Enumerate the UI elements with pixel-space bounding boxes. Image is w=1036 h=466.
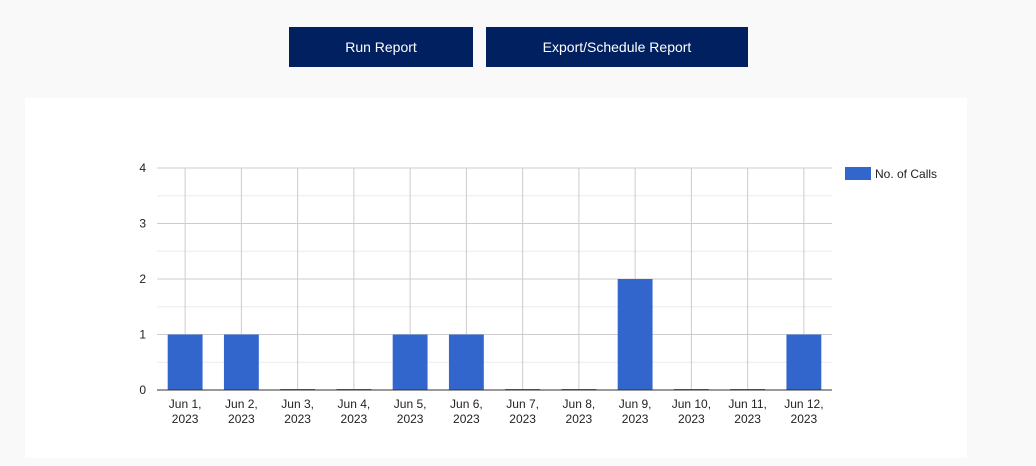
- x-tick-label: Jun 7, 2023: [506, 397, 539, 426]
- x-tick-label: Jun 12, 2023: [784, 397, 823, 426]
- y-tick-label: 0: [139, 383, 146, 397]
- bar[interactable]: [392, 334, 428, 391]
- x-tick-label: Jun 6, 2023: [450, 397, 483, 426]
- x-tick-label: Jun 5, 2023: [394, 397, 427, 426]
- x-tick-label: Jun 3, 2023: [281, 397, 314, 426]
- x-tick-label: Jun 9, 2023: [619, 397, 652, 426]
- calls-bar-chart: 0 1 2 3 4 Jun 1, 2023 Jun 2, 2023 Jun 3, 2023 Jun 4…: [139, 161, 937, 426]
- x-tick-label: Jun 11, 2023: [728, 397, 766, 426]
- legend-label: No. of Calls: [875, 167, 937, 181]
- x-tick-label: Jun 1, 2023: [169, 397, 202, 426]
- legend-swatch: [845, 167, 871, 180]
- y-tick-label: 2: [139, 272, 146, 286]
- y-tick-label: 1: [139, 328, 146, 342]
- bar[interactable]: [786, 334, 822, 391]
- bar[interactable]: [617, 279, 653, 390]
- x-tick-label: Jun 10, 2023: [672, 397, 711, 426]
- y-tick-label: 3: [139, 217, 146, 231]
- bar[interactable]: [167, 334, 203, 391]
- x-tick-label: Jun 8, 2023: [563, 397, 596, 426]
- run-report-button[interactable]: Run Report: [289, 27, 473, 67]
- export-schedule-report-button[interactable]: Export/Schedule Report: [486, 27, 748, 67]
- x-tick-label: Jun 4, 2023: [338, 397, 371, 426]
- chart-panel: 0 1 2 3 4 Jun 1, 2023 Jun 2, 2023 Jun 3, 2023 Jun 4…: [25, 98, 967, 458]
- bar[interactable]: [448, 334, 484, 391]
- bar[interactable]: [223, 334, 259, 391]
- x-tick-label: Jun 2, 2023: [225, 397, 258, 426]
- y-tick-label: 4: [139, 161, 146, 175]
